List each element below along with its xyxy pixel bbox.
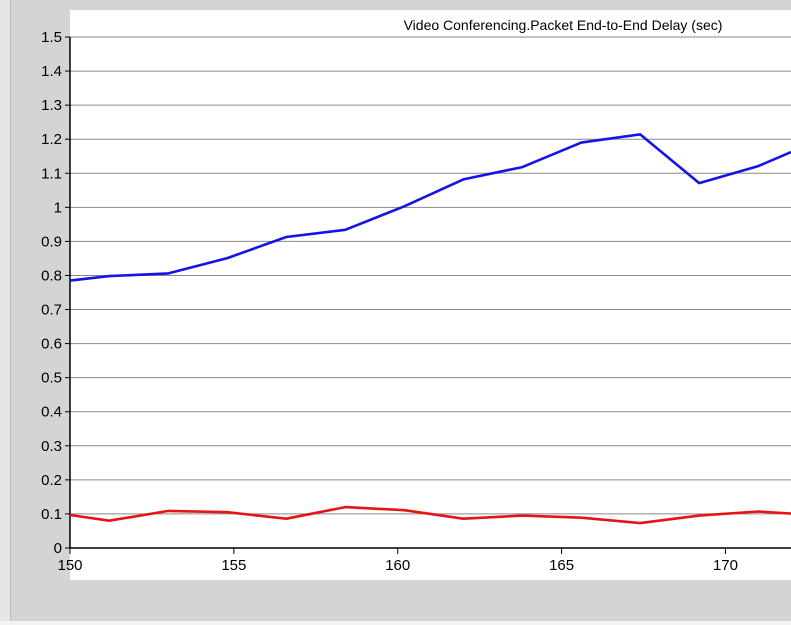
y-tick-label: 0.3 — [41, 438, 62, 455]
y-tick-label: 1.2 — [41, 131, 62, 148]
y-tick-label: 1.3 — [41, 97, 62, 114]
y-tick-label: 0.2 — [41, 472, 62, 489]
x-tick-label: 155 — [221, 557, 246, 574]
series-line-2 — [69, 505, 791, 525]
y-tick-label: 0.9 — [41, 233, 62, 250]
y-tick-label: 0.8 — [41, 267, 62, 284]
x-tick-label: 170 — [713, 557, 738, 574]
grid-lines — [70, 36, 791, 515]
y-tick-label: 0.5 — [41, 370, 62, 387]
y-tick-label: 1.4 — [41, 63, 62, 80]
y-tick-label: 0.6 — [41, 336, 62, 353]
chart-title: Video Conferencing.Packet End-to-End Del… — [404, 17, 723, 33]
series-line-1 — [69, 133, 791, 282]
x-tick-label: 150 — [57, 557, 82, 574]
x-tick-label: 160 — [385, 557, 410, 574]
window-bottom-edge — [0, 621, 791, 625]
y-tick-label: 0 — [54, 540, 62, 557]
series-layer — [69, 133, 791, 525]
axes: 0 0.1 0.2 0.3 0.4 0.5 0.6 0.7 0.8 0.9 1 1.1 1.2 1.3 1.… — [41, 29, 791, 574]
y-tick-label: 0.7 — [41, 302, 62, 319]
y-tick-label: 0.4 — [41, 404, 62, 421]
x-tick-label: 165 — [549, 557, 574, 574]
y-tick-label: 1.5 — [41, 29, 62, 46]
y-tick-label: 0.1 — [41, 506, 62, 523]
window-left-edge — [0, 0, 11, 625]
plot-area — [70, 10, 791, 580]
y-tick-label: 1.1 — [41, 165, 62, 182]
y-tick-label: 1 — [54, 199, 62, 216]
